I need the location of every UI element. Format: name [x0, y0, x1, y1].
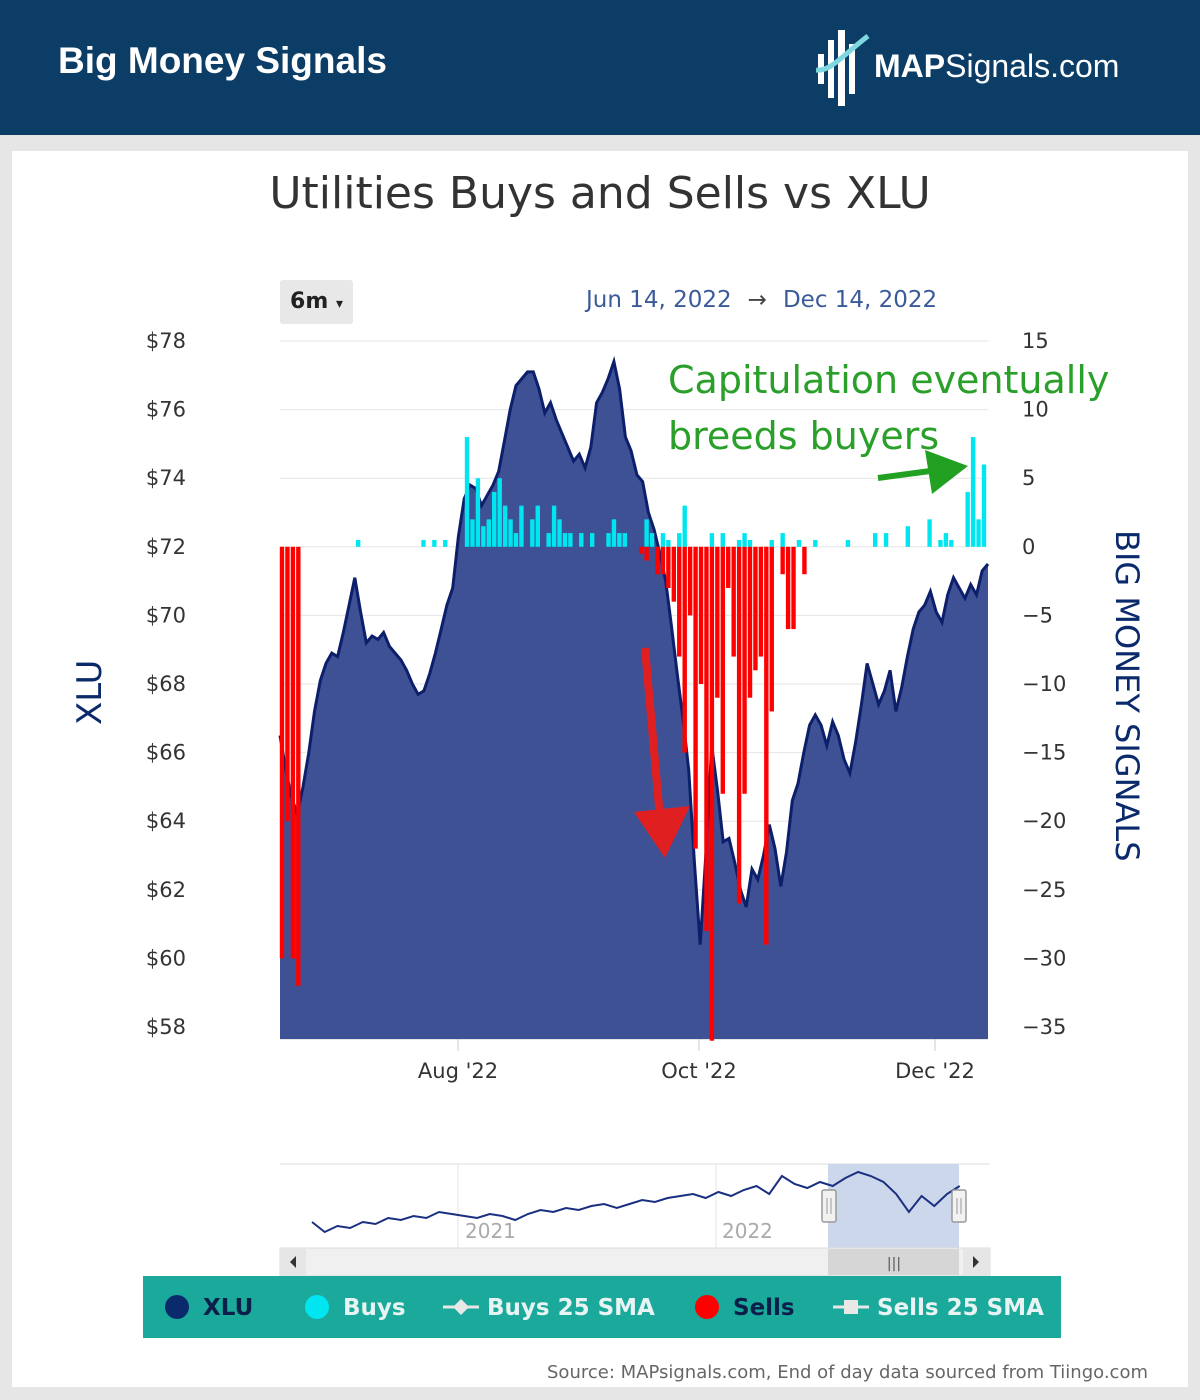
annotation-line-1: Capitulation eventually	[668, 358, 1110, 402]
annotation-text: Capitulation eventually breeds buyers	[668, 352, 1109, 464]
legend-item[interactable]: Sells 25 SMA	[833, 1295, 1044, 1321]
y-axis-right-title: BIG MONEY SIGNALS	[1108, 529, 1146, 862]
header-title: Big Money Signals	[58, 40, 387, 81]
legend-label: Sells 25 SMA	[877, 1295, 1044, 1321]
legend: XLU Buys Buys 25 SMA Sells Sells 25 SMA	[143, 1276, 1061, 1338]
date-from[interactable]: Jun 14, 2022	[586, 287, 732, 313]
legend-marker-icon	[695, 1295, 719, 1319]
legend-marker-icon	[165, 1295, 189, 1319]
chart-panel	[12, 151, 1188, 1387]
caret-down-icon: ▾	[335, 296, 343, 312]
map-signals-logo: MAPSignals.com	[816, 26, 1156, 112]
map-signals-logo-icon	[816, 30, 870, 106]
legend-marker-icon	[844, 1300, 858, 1314]
legend-item[interactable]: XLU	[165, 1295, 253, 1321]
legend-label: Buys	[343, 1295, 406, 1321]
legend-item[interactable]: Sells	[695, 1295, 795, 1321]
legend-item[interactable]: Buys	[305, 1295, 406, 1321]
chart-title: Utilities Buys and Sells vs XLU	[269, 168, 931, 219]
date-range: Jun 14, 2022 → Dec 14, 2022	[586, 287, 937, 313]
legend-label: Buys 25 SMA	[487, 1295, 655, 1321]
logo-text: MAPSignals.com	[874, 48, 1120, 84]
legend-label: Sells	[733, 1295, 795, 1321]
legend-marker-icon	[305, 1295, 329, 1319]
date-to[interactable]: Dec 14, 2022	[782, 287, 938, 313]
y-axis-left-title: XLU	[70, 659, 110, 725]
legend-item[interactable]: Buys 25 SMA	[443, 1295, 655, 1321]
date-arrow: →	[747, 287, 767, 313]
range-selector-button[interactable]: 6m ▾	[280, 280, 353, 324]
legend-label: XLU	[203, 1295, 253, 1321]
legend-marker-icon	[453, 1299, 469, 1315]
source-note: Source: MAPsignals.com, End of day data …	[547, 1362, 1148, 1383]
page-header: Big Money Signals MAPSignals.com	[0, 0, 1200, 135]
annotation-line-2: breeds buyers	[668, 414, 940, 458]
